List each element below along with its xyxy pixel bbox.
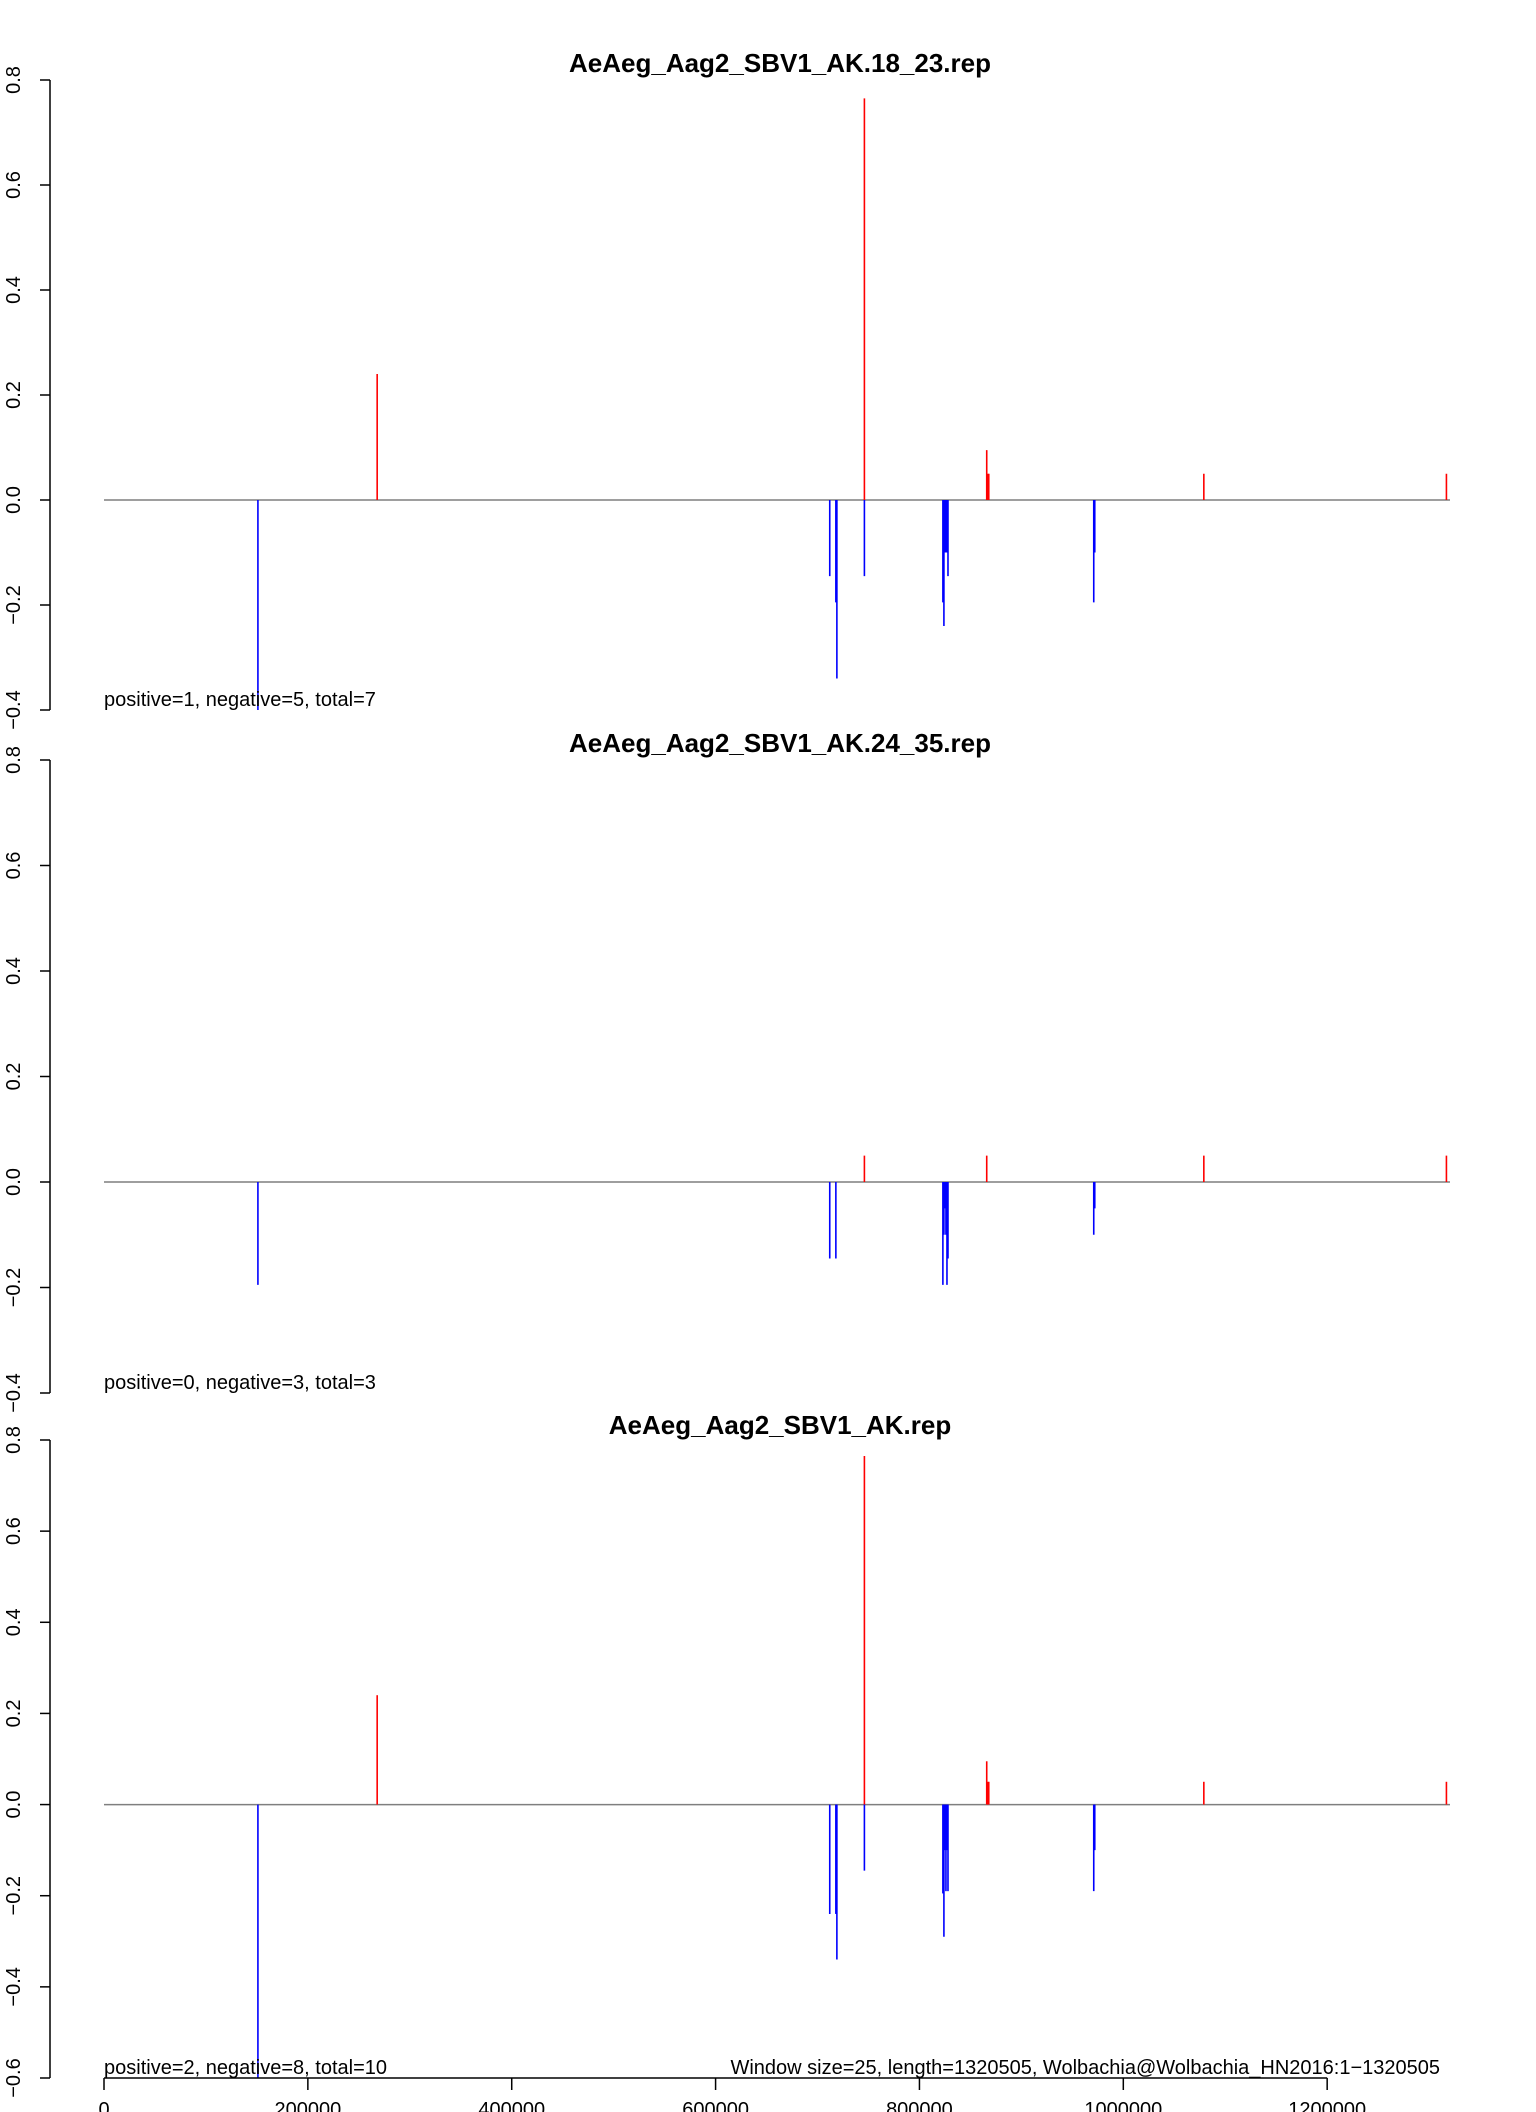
x-tick-label: 200000 xyxy=(274,2099,341,2112)
y-tick-label: 0.2 xyxy=(3,381,25,409)
y-tick-label: 0.0 xyxy=(3,1168,25,1196)
panel-18-23: AeAeg_Aag2_SBV1_AK.18_23.rep −0.4 −0.2 0.0 0… xyxy=(3,48,1450,730)
y-tick-label: −0.2 xyxy=(3,1268,25,1307)
chart-title: AeAeg_Aag2_SBV1_AK.rep xyxy=(609,1410,951,1440)
y-tick-label: −0.2 xyxy=(3,1876,25,1915)
x-tick-label: 800000 xyxy=(886,2099,953,2112)
footnote-text: Window size=25, length=1320505, Wolbachi… xyxy=(730,2057,1440,2079)
y-tick-label: 0.6 xyxy=(3,1517,25,1545)
x-tick-label: 0 xyxy=(98,2099,109,2112)
chart-title: AeAeg_Aag2_SBV1_AK.18_23.rep xyxy=(569,48,991,78)
y-tick-label: −0.4 xyxy=(3,690,25,729)
summary-text: positive=1, negative=5, total=7 xyxy=(104,689,376,711)
y-tick-label: −0.4 xyxy=(3,1373,25,1412)
y-tick-label: 0.2 xyxy=(3,1700,25,1728)
x-tick-label: 1200000 xyxy=(1288,2099,1366,2112)
y-tick-label: 0.8 xyxy=(3,1426,25,1454)
y-tick-label: 0.8 xyxy=(3,66,25,94)
y-tick-label: −0.4 xyxy=(3,1967,25,2006)
y-tick-label: 0.0 xyxy=(3,486,25,514)
summary-text: positive=0, negative=3, total=3 xyxy=(104,1372,376,1394)
y-tick-label: 0.4 xyxy=(3,1608,25,1636)
y-tick-label: 0.0 xyxy=(3,1791,25,1819)
panel-24-35: AeAeg_Aag2_SBV1_AK.24_35.rep −0.4 −0.2 0.0 0… xyxy=(3,728,1450,1413)
y-tick-label: 0.6 xyxy=(3,852,25,880)
y-tick-label: 0.6 xyxy=(3,171,25,199)
y-tick-label: 0.4 xyxy=(3,276,25,304)
panel-combined: AeAeg_Aag2_SBV1_AK.rep −0.6 −0.4 −0.2 0.0 0.2… xyxy=(3,1410,1450,2112)
y-tick-label: 0.4 xyxy=(3,957,25,985)
y-tick-label: −0.2 xyxy=(3,585,25,624)
chart-title: AeAeg_Aag2_SBV1_AK.24_35.rep xyxy=(569,728,991,758)
summary-text: positive=2, negative=8, total=10 xyxy=(104,2057,387,2079)
x-tick-label: 600000 xyxy=(682,2099,749,2112)
x-tick-label: 400000 xyxy=(478,2099,545,2112)
x-tick-label: 1000000 xyxy=(1084,2099,1162,2112)
y-tick-label: 0.2 xyxy=(3,1063,25,1091)
y-tick-label: 0.8 xyxy=(3,746,25,774)
y-tick-label: −0.6 xyxy=(3,2058,25,2097)
